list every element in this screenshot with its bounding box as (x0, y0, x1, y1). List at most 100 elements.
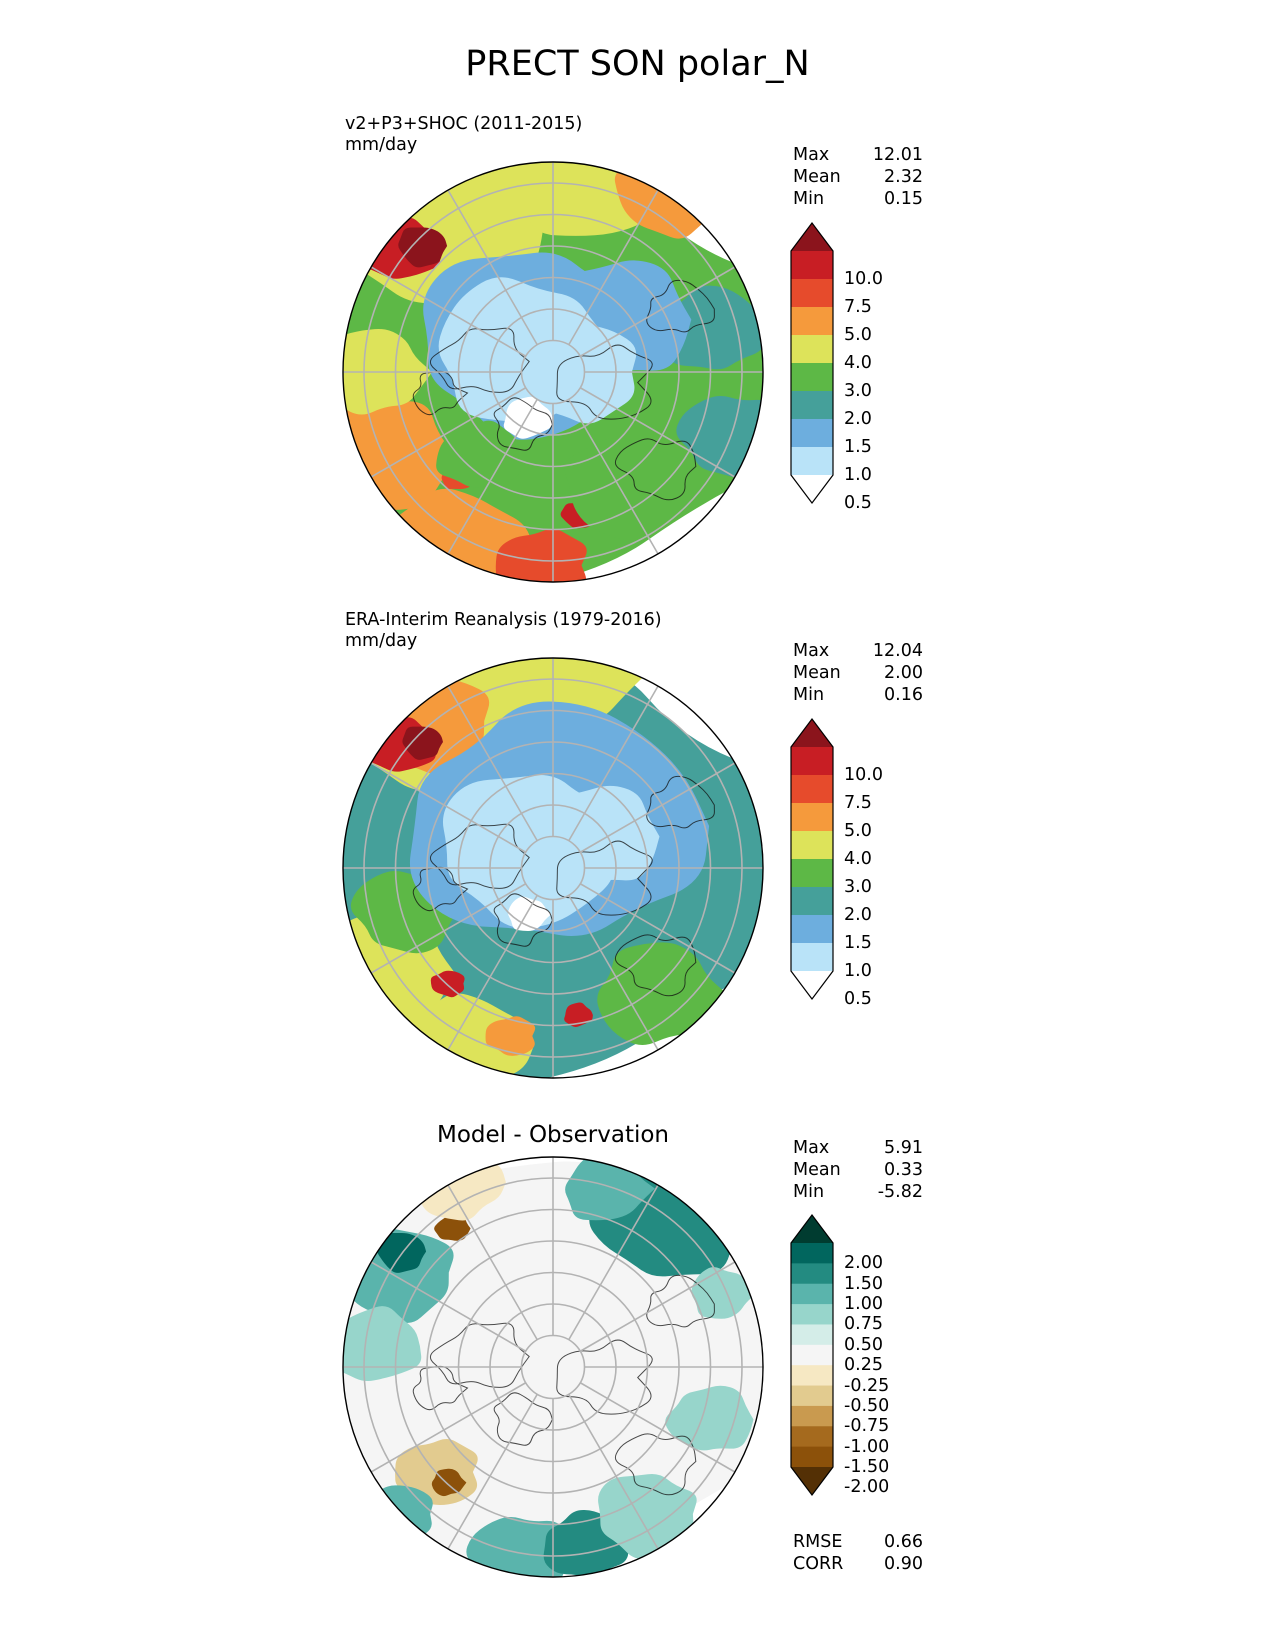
field-region (436, 420, 522, 488)
field-region (691, 1267, 757, 1319)
stat-value: 0.16 (884, 685, 923, 705)
colorbar-segment (791, 1283, 833, 1305)
coastlines (412, 775, 715, 997)
meridian-line (579, 387, 736, 478)
meridian-line (370, 762, 527, 853)
stat-mean: Mean 2.00 (793, 663, 923, 685)
stat-min: Min 0.16 (793, 685, 923, 707)
coastline (493, 1392, 553, 1446)
colorbar-segment (791, 307, 833, 336)
colorbar-segment (791, 1446, 833, 1468)
coastline (646, 279, 715, 333)
colorbar-segment (791, 943, 833, 972)
field-region (343, 398, 455, 511)
colorbar-tick-label: 1.00 (844, 1294, 883, 1315)
field-region (509, 324, 637, 424)
meridian-line (370, 266, 527, 357)
meridian-line (370, 1382, 527, 1473)
colorbar-tick-label: 5.0 (844, 325, 872, 345)
meridian-line (370, 1261, 527, 1352)
stat-value: 12.04 (872, 641, 923, 661)
graticule (343, 162, 763, 582)
field-region (398, 227, 448, 268)
meridian-line (447, 398, 538, 555)
map-boundary (342, 657, 764, 1079)
panel-3-title: Model - Observation (436, 1122, 670, 1148)
meridian-line (447, 189, 538, 346)
map-field (343, 162, 763, 582)
map-field (343, 1157, 763, 1577)
coastline (493, 893, 553, 947)
stat-label: Mean (793, 167, 841, 187)
meridian-line (568, 398, 659, 555)
colorbar-extend-min (791, 971, 833, 999)
colorbar-segment (791, 887, 833, 916)
colorbar-outline (790, 1214, 834, 1496)
graticule (343, 1157, 763, 1577)
colorbar-tick-label: 0.5 (844, 989, 872, 1009)
stat-value: 0.90 (884, 1554, 923, 1574)
colorbar-segment (791, 859, 833, 888)
coastline (556, 840, 653, 916)
colorbar-segment (791, 1263, 833, 1285)
coastline (646, 1274, 715, 1328)
colorbar-svg (790, 718, 834, 1000)
field-region (495, 528, 587, 582)
colorbar-tick-label: -1.50 (844, 1457, 890, 1477)
meridian-line (447, 685, 538, 842)
stat-label: Max (793, 145, 830, 165)
colorbar-tick-label: 1.5 (844, 437, 872, 457)
coastline (556, 344, 653, 420)
coastline (429, 327, 530, 393)
map-field (343, 658, 763, 1078)
colorbar-svg (790, 222, 834, 504)
colorbar-tick-label: 10.0 (844, 765, 883, 785)
meridian-line (447, 894, 538, 1051)
colorbar-tick-label: 7.5 (844, 793, 872, 813)
colorbar-tick-label: 2.0 (844, 905, 872, 925)
coastline (412, 370, 469, 416)
colorbar-tick-label: -0.75 (844, 1416, 890, 1437)
panel-2-units: mm/day (345, 631, 418, 651)
colorbar-extend-min (791, 475, 833, 503)
field-region (527, 785, 660, 883)
field-region (564, 1002, 593, 1027)
coastline (614, 934, 697, 997)
meridian-line (579, 1261, 736, 1352)
coastline (614, 438, 697, 501)
field-region (564, 438, 688, 542)
colorbar-segment (791, 1304, 833, 1325)
field-region (431, 1468, 467, 1497)
meridian-line (568, 894, 659, 1051)
colorbar-segment (791, 775, 833, 804)
colorbar-segment (791, 419, 833, 448)
colorbar-tick-label: 1.0 (844, 465, 872, 485)
colorbar-segment (791, 391, 833, 420)
colorbar-segment (791, 831, 833, 860)
colorbar-tick-label: 1.0 (844, 961, 872, 981)
field-region (434, 1215, 471, 1241)
panel-1-title: v2+P3+SHOC (2011-2015) mm/day (345, 114, 582, 156)
meridian-line (579, 883, 736, 974)
colorbar-segment (791, 335, 833, 364)
colorbar-tick-label: 3.0 (844, 381, 872, 401)
colorbar-tick-label: 4.0 (844, 849, 872, 869)
panel-2-polar-map (342, 657, 764, 1079)
colorbar-segment (791, 1405, 833, 1427)
field-region (508, 896, 552, 932)
stat-max: Max 5.91 (793, 1138, 923, 1160)
coastline (429, 823, 530, 889)
colorbar-tick-label: 0.25 (844, 1355, 883, 1376)
panel-1-title-line1: v2+P3+SHOC (2011-2015) (345, 114, 583, 134)
coastline (429, 1322, 530, 1388)
map-boundary (342, 161, 764, 583)
colorbar-tick-label: 0.75 (844, 1314, 883, 1335)
stat-value: -5.82 (877, 1182, 923, 1202)
stat-label: Mean (793, 663, 841, 683)
colorbar-tick-label: -0.50 (844, 1395, 890, 1416)
stat-label: Max (793, 641, 830, 661)
colorbar-segment (791, 1365, 833, 1387)
panel-2-title: ERA-Interim Reanalysis (1979-2016) mm/day (345, 610, 662, 652)
colorbar-tick-label: -2.00 (844, 1477, 890, 1498)
colorbar-segment (791, 1426, 833, 1448)
